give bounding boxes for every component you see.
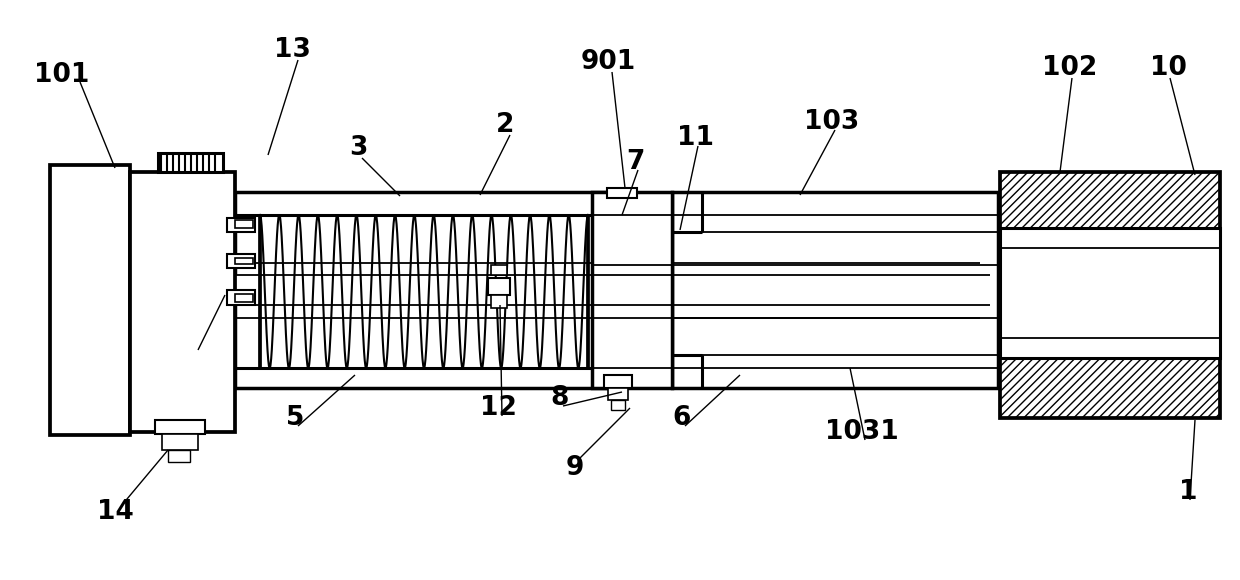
Text: 11: 11	[677, 125, 713, 151]
Bar	[236, 294, 253, 302]
Text: 10: 10	[1149, 55, 1187, 81]
Bar	[491, 265, 507, 275]
Text: 14: 14	[97, 499, 134, 525]
Bar	[608, 188, 637, 198]
Bar	[236, 275, 999, 305]
Text: 8: 8	[551, 385, 569, 411]
Bar	[50, 165, 130, 435]
Text: 1: 1	[1179, 479, 1198, 505]
Bar	[236, 258, 253, 264]
Bar	[608, 388, 627, 400]
Bar	[672, 192, 998, 388]
Bar	[491, 295, 507, 308]
Text: 4: 4	[184, 329, 202, 355]
Text: 901: 901	[580, 49, 636, 75]
Text: 12: 12	[480, 395, 516, 421]
Text: 13: 13	[274, 37, 310, 63]
Text: 7: 7	[626, 149, 645, 175]
Bar	[157, 153, 223, 172]
Bar	[167, 450, 190, 462]
Text: 6: 6	[673, 405, 691, 431]
Bar	[604, 375, 632, 388]
Text: 103: 103	[805, 109, 859, 135]
Bar	[227, 254, 255, 268]
Bar	[162, 434, 198, 450]
Bar	[236, 192, 620, 388]
Text: 101: 101	[35, 62, 89, 88]
Bar	[227, 218, 255, 232]
Bar	[999, 172, 1220, 418]
Text: 9: 9	[565, 455, 584, 481]
Text: 102: 102	[1043, 55, 1097, 81]
Bar	[130, 172, 236, 432]
Bar	[227, 290, 255, 305]
Bar	[489, 278, 510, 295]
Bar	[591, 192, 672, 388]
Bar	[999, 228, 1220, 358]
Text: 1031: 1031	[825, 419, 899, 445]
Text: 5: 5	[285, 405, 304, 431]
Bar	[155, 420, 205, 434]
Bar	[611, 400, 625, 410]
Text: 2: 2	[496, 112, 515, 138]
Bar	[236, 220, 253, 228]
Text: 3: 3	[348, 135, 367, 161]
